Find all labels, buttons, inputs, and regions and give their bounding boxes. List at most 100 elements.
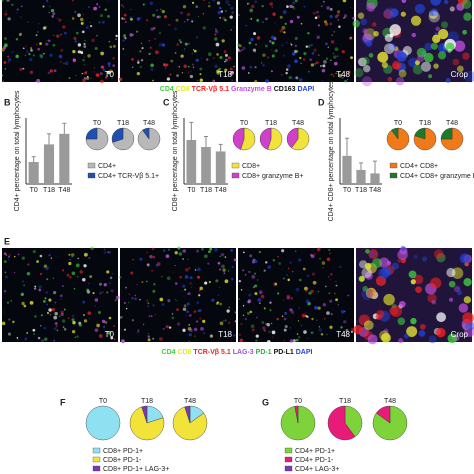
cell — [288, 76, 292, 80]
cell — [23, 301, 25, 303]
cell — [99, 291, 102, 295]
cell — [38, 288, 41, 292]
cell — [231, 265, 234, 268]
cell — [21, 301, 25, 306]
y-axis-label: CD4+ CD8+ percentage on total lymphocyte… — [328, 80, 335, 221]
cell — [109, 276, 113, 280]
time-label: T18 — [218, 70, 232, 79]
cell — [103, 325, 106, 328]
cell — [168, 326, 172, 329]
cell — [4, 12, 8, 16]
cell — [214, 64, 218, 68]
micrograph-bg — [2, 248, 118, 342]
cell — [42, 26, 46, 30]
cell — [40, 56, 43, 59]
cell — [186, 18, 189, 21]
cell — [434, 249, 444, 259]
cell — [221, 39, 225, 43]
cell — [174, 251, 178, 255]
cell — [137, 329, 140, 332]
pie-label: T48 — [292, 120, 304, 127]
y-axis-label: CD4+ percentage on total lymphocytes — [14, 90, 21, 211]
cell — [80, 51, 84, 55]
cell — [161, 43, 166, 47]
cell — [265, 79, 269, 83]
cell — [222, 16, 226, 20]
cell — [214, 37, 218, 41]
cell — [55, 325, 58, 328]
cell — [224, 256, 227, 258]
cell — [284, 312, 286, 314]
cell — [350, 37, 352, 39]
cell — [7, 259, 9, 261]
cell — [93, 6, 98, 11]
panel-letter: F — [60, 397, 66, 407]
time-label: Crop — [451, 70, 469, 79]
cell — [51, 308, 56, 312]
cell — [44, 297, 47, 300]
cell — [420, 61, 432, 72]
cell — [324, 42, 328, 46]
cell — [155, 263, 159, 267]
cell — [7, 55, 10, 58]
cell — [361, 267, 372, 278]
cell — [395, 77, 405, 86]
cell — [256, 36, 261, 40]
pie-slice — [286, 127, 299, 149]
panel-letter: G — [262, 397, 269, 407]
cell — [463, 278, 472, 287]
micrograph — [118, 246, 237, 344]
cell — [233, 65, 235, 68]
cell — [227, 56, 231, 60]
cell — [60, 48, 64, 52]
x-tick-label: T18 — [43, 187, 55, 194]
cell — [164, 67, 167, 69]
micrograph — [1, 246, 120, 342]
cell — [174, 265, 176, 267]
cell — [180, 11, 183, 15]
cell — [284, 324, 288, 329]
cell — [182, 4, 187, 9]
cell — [176, 74, 179, 78]
cell — [216, 1, 221, 5]
cell — [29, 57, 33, 62]
cell — [199, 73, 202, 75]
cell — [344, 80, 347, 83]
cell — [330, 73, 333, 76]
time-label: T0 — [105, 330, 115, 339]
cell — [226, 333, 228, 336]
cell — [7, 301, 9, 304]
cell — [244, 317, 248, 321]
cell — [161, 303, 165, 306]
cell — [49, 69, 53, 73]
cell — [261, 4, 264, 8]
cell — [418, 330, 426, 337]
cell — [324, 24, 327, 27]
cell — [3, 61, 7, 64]
cell — [452, 58, 460, 66]
cell — [51, 15, 55, 18]
cell — [139, 65, 142, 69]
cell — [269, 301, 272, 304]
panel-letter: C — [163, 97, 170, 107]
cell — [383, 43, 395, 54]
cell — [197, 310, 200, 312]
cell — [160, 8, 162, 11]
cell — [211, 298, 215, 302]
cell — [263, 269, 266, 272]
cell — [400, 245, 406, 251]
cell — [158, 43, 162, 47]
cell — [129, 33, 134, 37]
cell — [93, 67, 95, 69]
cell — [227, 270, 230, 272]
cell — [60, 33, 62, 36]
cell — [94, 46, 98, 51]
stain: LAG-3 — [233, 349, 256, 356]
cell — [8, 58, 11, 61]
cell — [46, 0, 49, 3]
cell — [323, 3, 325, 5]
cell — [341, 76, 344, 79]
cell — [139, 299, 141, 301]
cell — [352, 19, 361, 28]
cell — [115, 295, 120, 300]
